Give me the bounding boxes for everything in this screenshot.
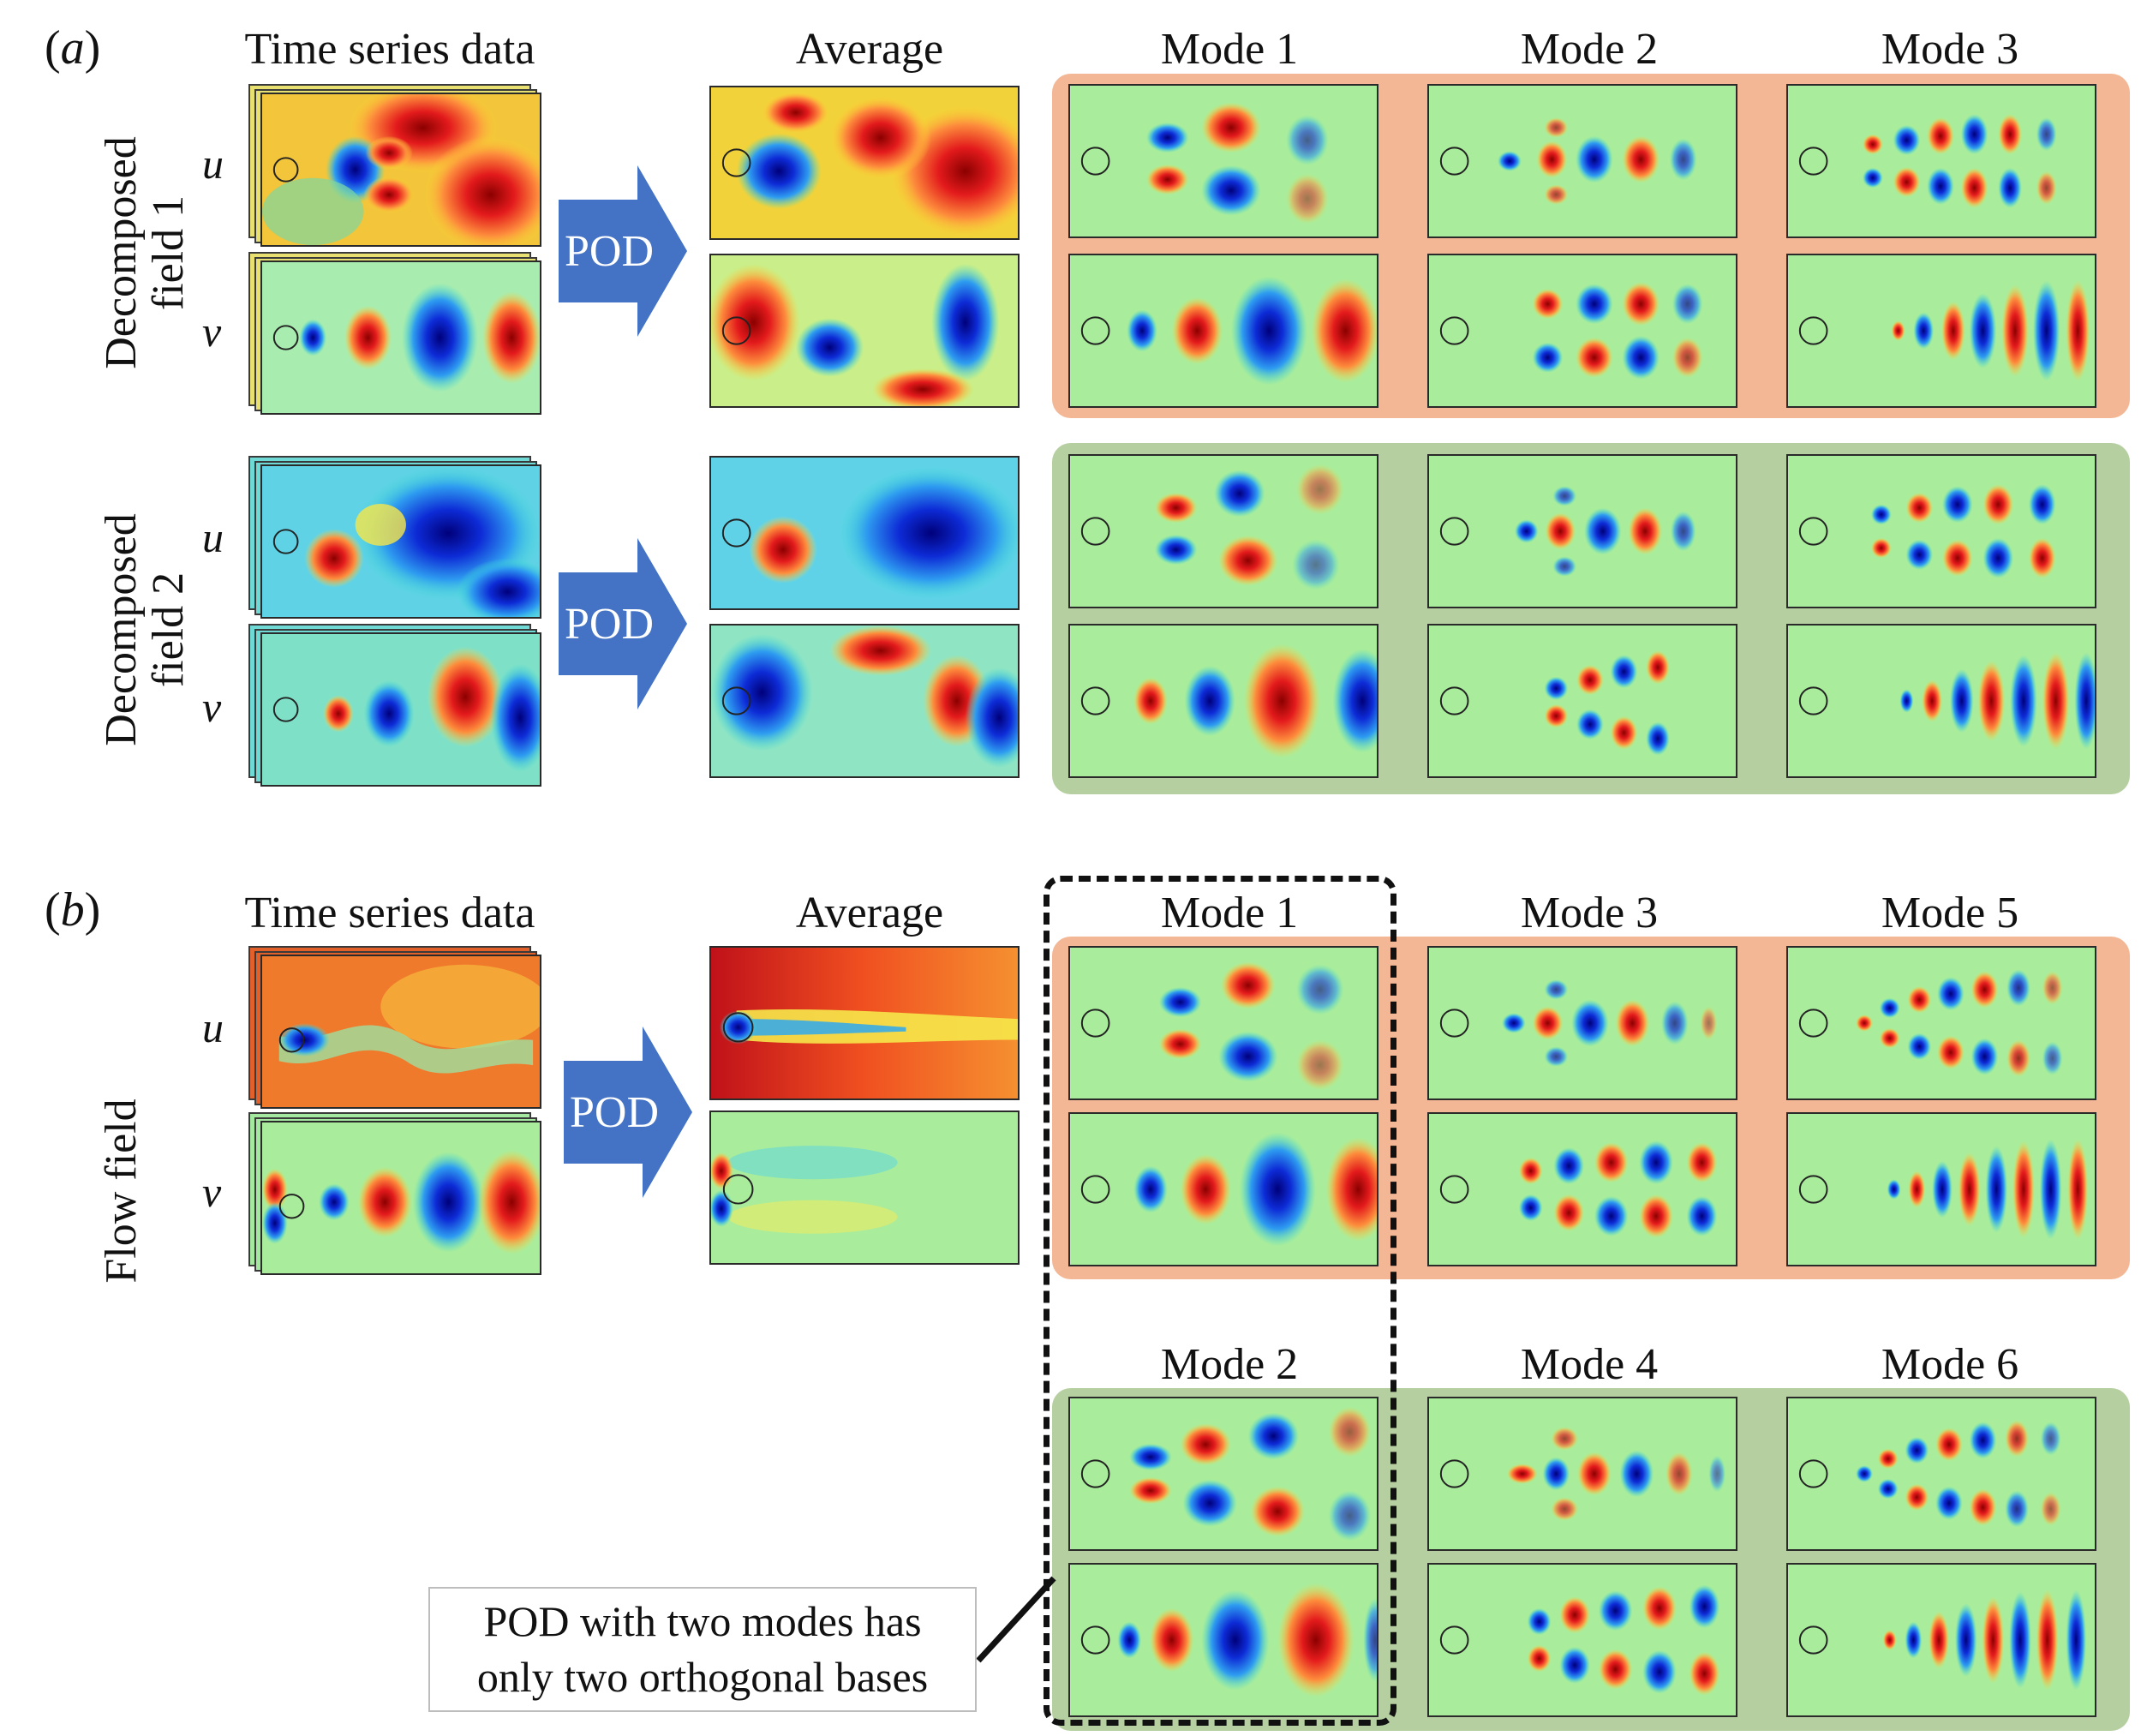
average-u-field1 bbox=[709, 86, 1020, 240]
mode2-u-flow bbox=[1068, 1397, 1378, 1551]
average-u-flow bbox=[709, 946, 1020, 1100]
mode2-v-field2 bbox=[1427, 624, 1737, 778]
mode3-u-field1 bbox=[1786, 84, 2096, 238]
average-v-field2 bbox=[709, 624, 1020, 778]
mode3-v-field1 bbox=[1786, 254, 2096, 408]
mode4-u-flow bbox=[1427, 1397, 1737, 1551]
mode3-v-field2 bbox=[1786, 624, 2096, 778]
time-series-v-field1 bbox=[260, 260, 541, 415]
panel-b-label: (b) bbox=[45, 883, 101, 937]
note-box: POD with two modes has only two orthogon… bbox=[428, 1587, 977, 1712]
var-v-field1: v bbox=[202, 308, 222, 356]
mode1-v-field1 bbox=[1068, 254, 1378, 408]
pod-label: POD bbox=[564, 599, 655, 649]
header-mode3-a: Mode 3 bbox=[1881, 25, 2019, 74]
average-u-field2 bbox=[709, 456, 1020, 610]
mode6-u-flow bbox=[1786, 1397, 2096, 1551]
header-mode3-b: Mode 3 bbox=[1520, 889, 1659, 937]
mode5-v-flow bbox=[1786, 1112, 2096, 1266]
header-mode4-b: Mode 4 bbox=[1520, 1340, 1659, 1389]
var-u-field2: u bbox=[202, 513, 224, 561]
header-average-a: Average bbox=[795, 25, 944, 74]
note-line-1: POD with two modes has bbox=[483, 1597, 922, 1645]
mode1-u-field2 bbox=[1068, 454, 1378, 608]
note-connector-line bbox=[976, 1576, 1056, 1663]
mode4-v-flow bbox=[1427, 1563, 1737, 1717]
pod-label: POD bbox=[564, 226, 655, 276]
row-label-field2: Decomposed field 2 bbox=[97, 513, 193, 746]
mode2-v-flow bbox=[1068, 1563, 1378, 1717]
panel-a-label: (a) bbox=[45, 21, 101, 75]
header-time-series-b: Time series data bbox=[244, 889, 535, 937]
header-mode2-b: Mode 2 bbox=[1160, 1340, 1299, 1389]
header-mode1-b: Mode 1 bbox=[1160, 889, 1299, 937]
mode2-u-field2 bbox=[1427, 454, 1737, 608]
time-series-u-field1 bbox=[260, 93, 541, 247]
var-v-flow: v bbox=[202, 1168, 222, 1216]
var-v-field2: v bbox=[202, 683, 222, 731]
row-label-field1: Decomposed field 1 bbox=[97, 136, 193, 369]
mode6-v-flow bbox=[1786, 1563, 2096, 1717]
header-time-series-a: Time series data bbox=[244, 25, 535, 74]
time-series-v-field2 bbox=[260, 632, 541, 787]
header-average-b: Average bbox=[795, 889, 944, 937]
row-label-flow-field: Flow field bbox=[97, 1098, 146, 1284]
mode1-v-flow bbox=[1068, 1112, 1378, 1266]
pod-arrow-field2: POD bbox=[559, 538, 687, 709]
mode3-v-flow bbox=[1427, 1112, 1737, 1266]
mode1-u-field1 bbox=[1068, 84, 1378, 238]
mode5-u-flow bbox=[1786, 946, 2096, 1100]
var-u-flow: u bbox=[202, 1003, 224, 1051]
mode1-u-flow bbox=[1068, 946, 1378, 1100]
mode2-v-field1 bbox=[1427, 254, 1737, 408]
header-mode2-a: Mode 2 bbox=[1520, 25, 1659, 74]
var-u-field1: u bbox=[202, 140, 224, 188]
time-series-u-flow bbox=[260, 955, 541, 1109]
header-mode1-a: Mode 1 bbox=[1160, 25, 1299, 74]
time-series-u-field2 bbox=[260, 464, 541, 619]
two-mode-highlight-box bbox=[1044, 876, 1396, 1726]
mode3-u-flow bbox=[1427, 946, 1737, 1100]
time-series-v-flow bbox=[260, 1121, 541, 1275]
header-mode6-b: Mode 6 bbox=[1881, 1340, 2019, 1389]
pod-arrow-field1: POD bbox=[559, 165, 687, 337]
mode2-u-field1 bbox=[1427, 84, 1737, 238]
average-v-flow bbox=[709, 1110, 1020, 1265]
header-mode5-b: Mode 5 bbox=[1881, 889, 2019, 937]
pod-label: POD bbox=[569, 1087, 660, 1137]
average-v-field1 bbox=[709, 254, 1020, 408]
note-line-2: only two orthogonal bases bbox=[476, 1653, 929, 1701]
mode1-v-field2 bbox=[1068, 624, 1378, 778]
pod-arrow-flow: POD bbox=[564, 1027, 692, 1198]
mode3-u-field2 bbox=[1786, 454, 2096, 608]
